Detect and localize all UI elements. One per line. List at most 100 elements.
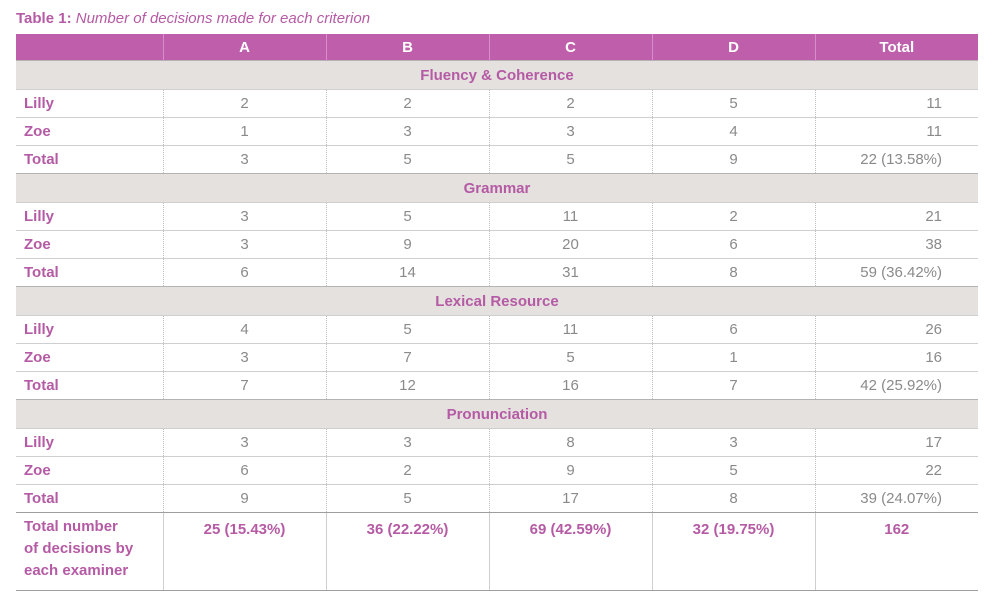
grand-total-row: Total number of decisions by each examiner… [16,512,978,591]
grand-total-sum: 162 [814,512,978,591]
table-row: Total 6 14 31 8 59 (36.42%) [16,258,978,287]
section-title: Grammar [16,173,978,203]
caption-label: Table 1: [16,10,72,27]
section-title: Lexical Resource [16,286,978,316]
grand-total-value: 25 (15.43%) [162,512,326,591]
section-title: Pronunciation [16,399,978,429]
row-label: Zoe [16,343,163,372]
value-cell: 3 [162,230,326,259]
grand-total-value: 69 (42.59%) [488,512,652,591]
value-cell: 1 [651,343,815,372]
header-cell: D [651,34,815,61]
table-row: Lilly 2 2 2 5 11 [16,89,978,118]
value-cell: 8 [651,484,815,513]
section-header-row: Fluency & Coherence [16,60,978,90]
row-label: Total [16,145,163,174]
row-total-cell: 39 (24.07%) [814,484,978,513]
value-cell: 3 [325,428,489,457]
value-cell: 20 [488,230,652,259]
value-cell: 8 [488,428,652,457]
row-label: Zoe [16,456,163,485]
header-row: A B C D Total [16,34,978,61]
value-cell: 14 [325,258,489,287]
header-cell [16,34,163,61]
header-cell: Total [814,34,978,61]
value-cell: 6 [651,315,815,344]
decisions-table: A B C D Total Fluency & Coherence Lilly 2 2… [16,34,978,591]
value-cell: 3 [325,117,489,146]
header-cell: A [162,34,326,61]
row-total-cell: 11 [814,89,978,118]
grand-total-label-line: of decisions by [24,540,134,557]
value-cell: 8 [651,258,815,287]
grand-total-label: Total number of decisions by each examiner [16,512,163,591]
row-total-cell: 38 [814,230,978,259]
value-cell: 9 [325,230,489,259]
value-cell: 9 [488,456,652,485]
row-total-cell: 42 (25.92%) [814,371,978,400]
value-cell: 3 [651,428,815,457]
value-cell: 5 [325,484,489,513]
row-label: Lilly [16,202,163,231]
value-cell: 4 [651,117,815,146]
row-total-cell: 22 (13.58%) [814,145,978,174]
row-total-cell: 17 [814,428,978,457]
section-header-row: Pronunciation [16,399,978,429]
row-total-cell: 59 (36.42%) [814,258,978,287]
row-total-cell: 21 [814,202,978,231]
row-label: Lilly [16,89,163,118]
section-title: Fluency & Coherence [16,60,978,90]
header-cell: B [325,34,489,61]
value-cell: 7 [325,343,489,372]
grand-total-value: 36 (22.22%) [325,512,489,591]
table-row: Lilly 4 5 11 6 26 [16,315,978,344]
table-row: Zoe 3 9 20 6 38 [16,230,978,259]
row-total-cell: 11 [814,117,978,146]
value-cell: 2 [325,89,489,118]
value-cell: 2 [162,89,326,118]
value-cell: 5 [325,202,489,231]
value-cell: 2 [325,456,489,485]
row-label: Total [16,484,163,513]
value-cell: 5 [488,145,652,174]
value-cell: 3 [162,202,326,231]
value-cell: 11 [488,315,652,344]
value-cell: 7 [651,371,815,400]
row-total-cell: 22 [814,456,978,485]
value-cell: 6 [651,230,815,259]
value-cell: 9 [162,484,326,513]
value-cell: 3 [488,117,652,146]
value-cell: 31 [488,258,652,287]
row-label: Lilly [16,315,163,344]
row-label: Total [16,371,163,400]
value-cell: 9 [651,145,815,174]
table-row: Zoe 3 7 5 1 16 [16,343,978,372]
table-row: Total 7 12 16 7 42 (25.92%) [16,371,978,400]
value-cell: 2 [651,202,815,231]
row-label: Lilly [16,428,163,457]
value-cell: 5 [651,89,815,118]
value-cell: 6 [162,456,326,485]
value-cell: 17 [488,484,652,513]
value-cell: 5 [325,315,489,344]
value-cell: 5 [651,456,815,485]
value-cell: 7 [162,371,326,400]
value-cell: 6 [162,258,326,287]
caption-text: Number of decisions made for each criter… [75,10,371,27]
value-cell: 5 [325,145,489,174]
value-cell: 16 [488,371,652,400]
value-cell: 5 [488,343,652,372]
table-row: Total 3 5 5 9 22 (13.58%) [16,145,978,174]
grand-total-label-line: Total number [24,518,118,535]
table-caption: Table 1: Number of decisions made for ea… [16,10,370,27]
row-total-cell: 26 [814,315,978,344]
grand-total-value: 32 (19.75%) [651,512,815,591]
section-header-row: Grammar [16,173,978,203]
value-cell: 11 [488,202,652,231]
table-row: Lilly 3 5 11 2 21 [16,202,978,231]
grand-total-label-line: each examiner [24,562,129,579]
table-row: Lilly 3 3 8 3 17 [16,428,978,457]
header-cell: C [488,34,652,61]
table-row: Zoe 1 3 3 4 11 [16,117,978,146]
row-label: Zoe [16,117,163,146]
